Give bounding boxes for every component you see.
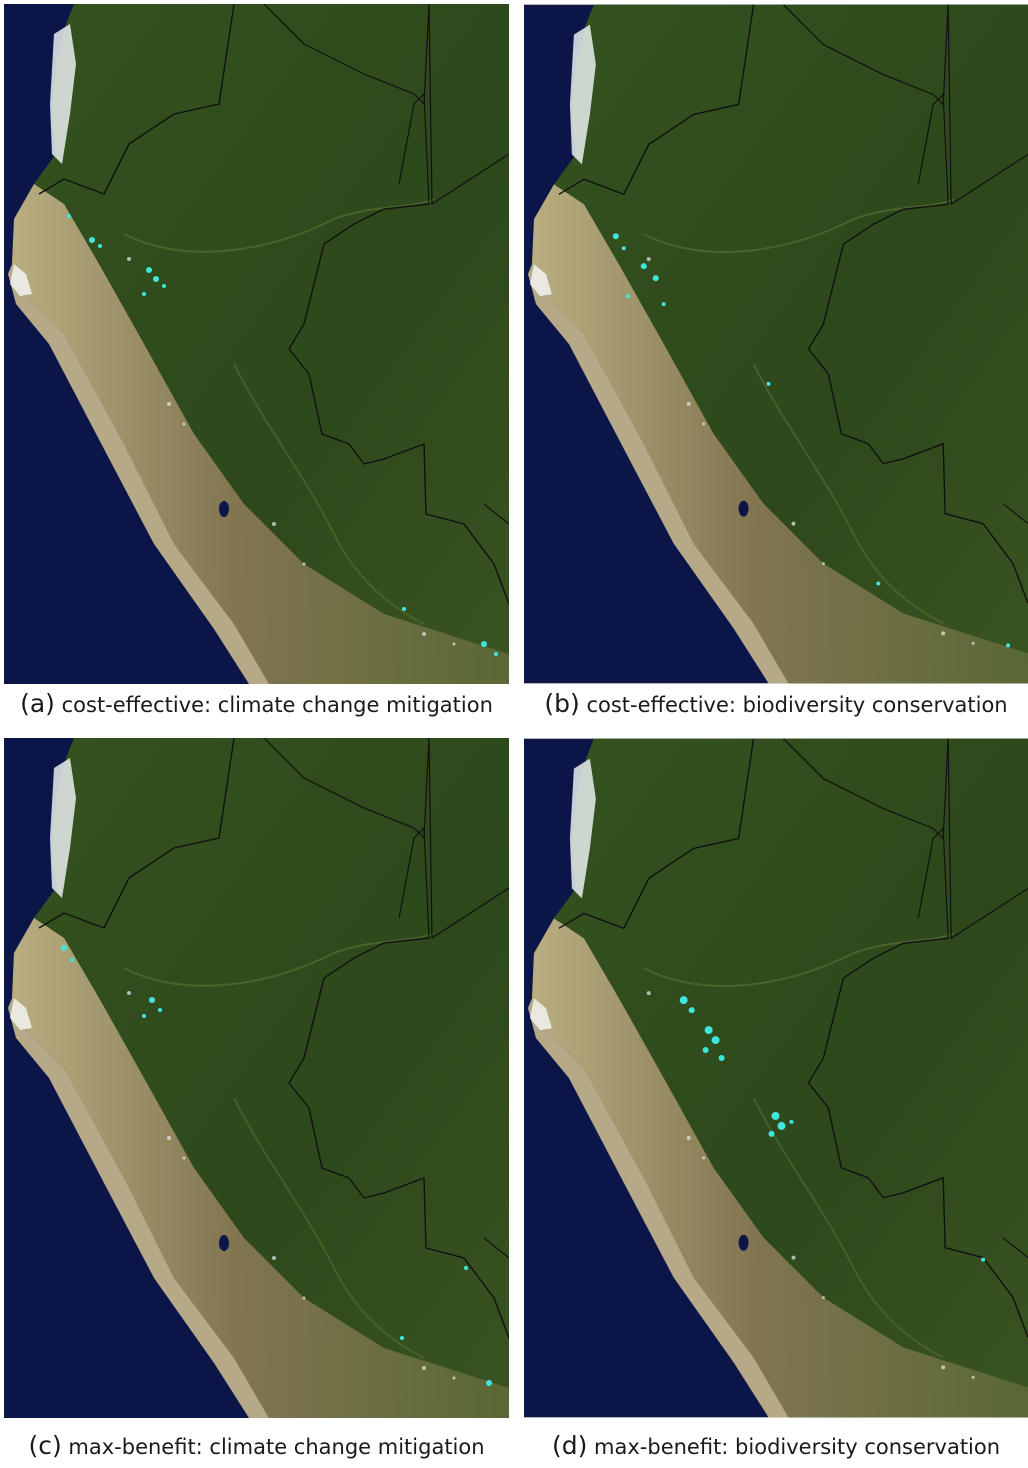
highlight-pixel	[70, 958, 74, 962]
caption-text-d: max-benefit: biodiversity conservation	[594, 1435, 1001, 1459]
highlight-pixel	[777, 1121, 786, 1130]
highlight-pixel	[661, 302, 666, 307]
panel-b: (b) cost-effective: biodiversity conserv…	[524, 4, 1028, 724]
satellite-map-a	[4, 4, 509, 684]
satellite-map-d	[524, 738, 1028, 1418]
highlight-pixel	[146, 267, 152, 273]
highlight-pixel	[768, 1130, 775, 1137]
highlight-pixel	[704, 1026, 713, 1035]
caption-b: (b) cost-effective: biodiversity conserv…	[524, 684, 1028, 724]
highlight-pixel	[67, 214, 71, 218]
highlight-pixel	[400, 1336, 404, 1340]
highlight-pixel	[711, 1036, 720, 1045]
highlight-pixel	[142, 292, 146, 296]
highlight-pixel	[1006, 643, 1011, 648]
panel-label-a: (a)	[20, 689, 55, 718]
panel-c: (c) max-benefit: climate change mitigati…	[4, 738, 509, 1468]
caption-text-b: cost-effective: biodiversity conservatio…	[586, 693, 1008, 717]
highlight-pixel	[464, 1266, 468, 1270]
panel-label-d: (d)	[551, 1431, 588, 1460]
highlight-pixel	[718, 1055, 725, 1062]
caption-c: (c) max-benefit: climate change mitigati…	[4, 1426, 509, 1466]
highlight-pixel	[981, 1257, 986, 1262]
highlight-pixel	[481, 641, 487, 647]
satellite-map-c	[4, 738, 509, 1418]
caption-d: (d) max-benefit: biodiversity conservati…	[524, 1426, 1028, 1466]
highlight-pixel	[771, 1111, 780, 1120]
highlight-pixel	[652, 275, 659, 282]
highlight-pixel	[149, 997, 155, 1003]
highlight-pixel	[702, 1047, 709, 1054]
highlight-pixel	[640, 263, 647, 270]
highlight-pixel	[153, 276, 159, 282]
highlight-pixel	[158, 1008, 162, 1012]
highlight-pixels-d	[679, 996, 986, 1262]
highlight-pixel	[61, 945, 67, 951]
highlight-pixel	[625, 294, 630, 299]
highlight-pixel	[876, 581, 881, 586]
panel-label-c: (c)	[28, 1431, 62, 1460]
highlight-pixel	[486, 1380, 492, 1386]
caption-text-c: max-benefit: climate change mitigation	[68, 1435, 485, 1459]
highlight-pixel	[98, 244, 102, 248]
panel-d: (d) max-benefit: biodiversity conservati…	[524, 738, 1028, 1468]
caption-text-a: cost-effective: climate change mitigatio…	[61, 693, 493, 717]
highlight-pixel	[612, 233, 619, 240]
highlight-pixel	[688, 1007, 695, 1014]
panel-label-b: (b)	[544, 689, 580, 718]
highlight-pixels-c	[61, 945, 492, 1386]
highlight-pixels-b	[612, 233, 1011, 648]
highlight-pixel	[162, 284, 166, 288]
highlight-pixel	[789, 1119, 794, 1124]
caption-a: (a) cost-effective: climate change mitig…	[4, 684, 509, 724]
highlight-pixel	[142, 1014, 146, 1018]
highlight-pixels-a	[67, 214, 498, 656]
highlight-pixel	[621, 246, 626, 251]
highlight-pixel	[89, 237, 95, 243]
highlight-pixel	[766, 381, 771, 386]
highlight-pixel	[494, 652, 498, 656]
satellite-map-b	[524, 4, 1028, 684]
panel-a: (a) cost-effective: climate change mitig…	[4, 4, 509, 724]
highlight-pixel	[402, 607, 406, 611]
highlight-pixel	[679, 996, 688, 1005]
